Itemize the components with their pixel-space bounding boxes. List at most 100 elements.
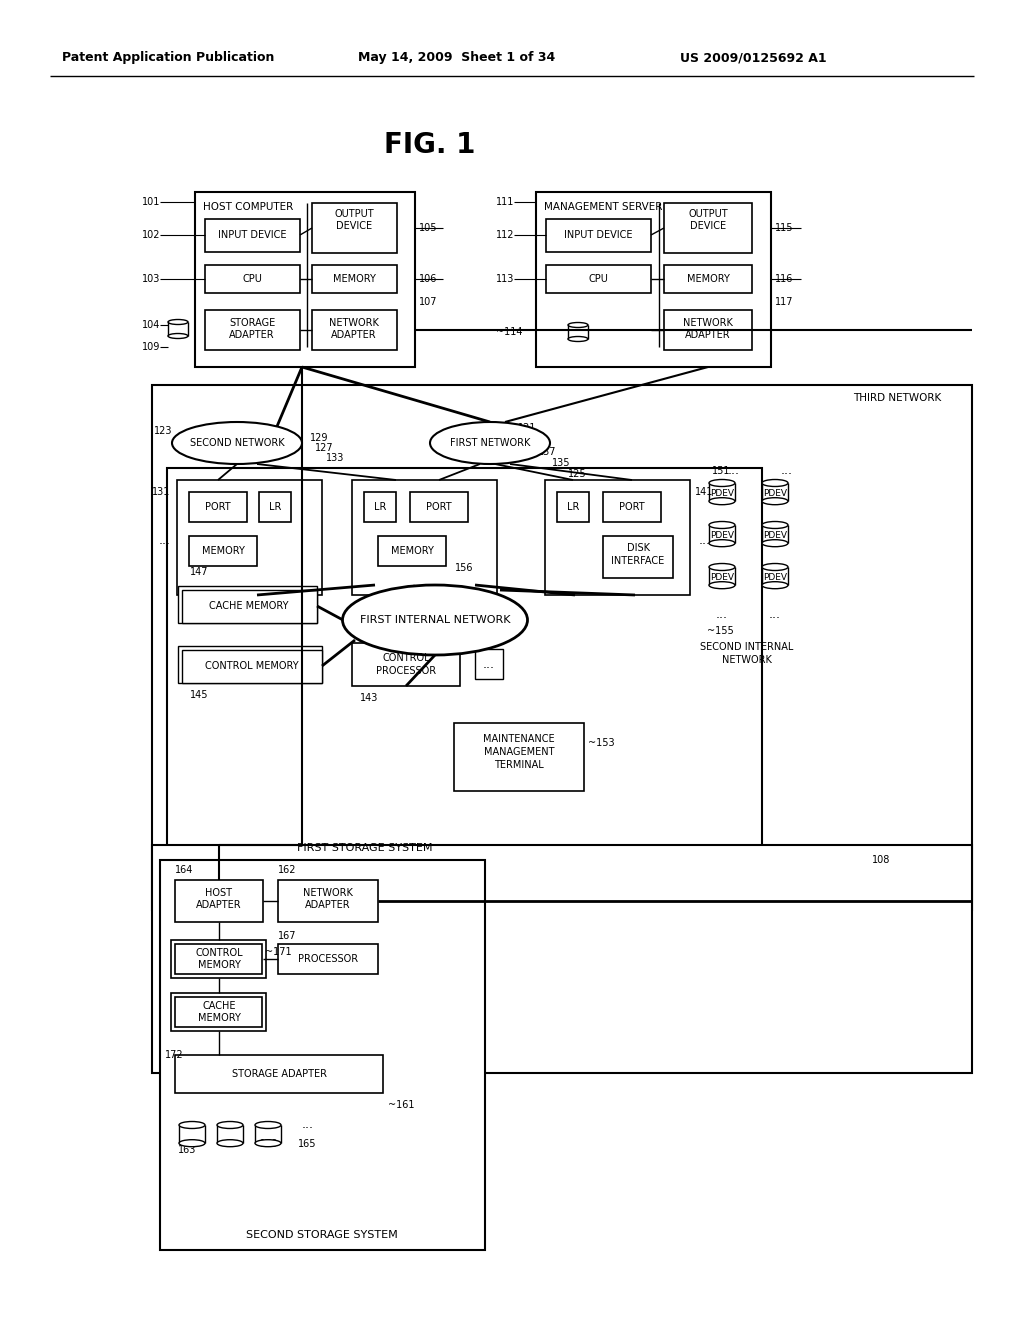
Text: 125: 125 — [568, 469, 587, 479]
Text: 139: 139 — [527, 436, 546, 445]
FancyBboxPatch shape — [312, 203, 397, 253]
Text: 162: 162 — [278, 865, 297, 875]
FancyBboxPatch shape — [160, 861, 485, 1250]
Text: 127: 127 — [315, 444, 334, 453]
FancyBboxPatch shape — [352, 643, 460, 686]
FancyBboxPatch shape — [603, 536, 673, 578]
Text: 147: 147 — [190, 568, 209, 577]
FancyBboxPatch shape — [352, 480, 497, 595]
Text: 104: 104 — [142, 319, 161, 330]
Text: 172: 172 — [165, 1049, 183, 1060]
Ellipse shape — [762, 479, 788, 487]
Text: FIG. 1: FIG. 1 — [384, 131, 476, 158]
FancyBboxPatch shape — [312, 310, 397, 350]
Text: 109: 109 — [142, 342, 161, 352]
FancyBboxPatch shape — [178, 586, 317, 623]
Ellipse shape — [255, 1139, 281, 1147]
Text: PDEV: PDEV — [763, 573, 787, 582]
Text: INTERFACE: INTERFACE — [611, 556, 665, 566]
Text: MAINTENANCE: MAINTENANCE — [483, 734, 555, 744]
FancyBboxPatch shape — [205, 310, 300, 350]
Text: ...: ... — [728, 465, 740, 478]
Text: CPU: CPU — [242, 275, 262, 284]
Text: 106: 106 — [419, 275, 437, 284]
Text: CPU: CPU — [588, 275, 608, 284]
Text: HOST COMPUTER: HOST COMPUTER — [203, 202, 293, 213]
Ellipse shape — [762, 564, 788, 570]
Ellipse shape — [255, 1122, 281, 1129]
FancyBboxPatch shape — [536, 191, 771, 367]
Ellipse shape — [342, 585, 527, 655]
FancyBboxPatch shape — [171, 993, 266, 1031]
Text: 135: 135 — [552, 458, 570, 469]
Text: MEMORY: MEMORY — [202, 546, 245, 556]
FancyBboxPatch shape — [475, 649, 503, 678]
Text: May 14, 2009  Sheet 1 of 34: May 14, 2009 Sheet 1 of 34 — [358, 51, 555, 65]
Text: 143: 143 — [360, 693, 379, 704]
Text: ...: ... — [699, 533, 711, 546]
FancyBboxPatch shape — [152, 845, 972, 1073]
FancyBboxPatch shape — [278, 880, 378, 921]
Text: FIRST INTERNAL NETWORK: FIRST INTERNAL NETWORK — [359, 615, 510, 624]
Text: 169: 169 — [260, 1139, 279, 1148]
Text: Patent Application Publication: Patent Application Publication — [62, 51, 274, 65]
FancyBboxPatch shape — [378, 536, 446, 566]
Text: ADAPTER: ADAPTER — [197, 900, 242, 909]
FancyBboxPatch shape — [177, 480, 322, 595]
Text: PDEV: PDEV — [763, 488, 787, 498]
Ellipse shape — [709, 540, 735, 546]
Ellipse shape — [430, 422, 550, 465]
Text: US 2009/0125692 A1: US 2009/0125692 A1 — [680, 51, 826, 65]
Text: 112: 112 — [496, 230, 514, 240]
Text: 141: 141 — [695, 487, 714, 498]
Text: FIRST STORAGE SYSTEM: FIRST STORAGE SYSTEM — [297, 843, 432, 853]
FancyBboxPatch shape — [189, 492, 247, 521]
Text: CACHE
MEMORY: CACHE MEMORY — [198, 1001, 241, 1023]
FancyBboxPatch shape — [167, 469, 762, 863]
Ellipse shape — [762, 498, 788, 504]
Text: NETWORK: NETWORK — [683, 318, 733, 327]
Text: CONTROL
MEMORY: CONTROL MEMORY — [196, 948, 243, 970]
FancyBboxPatch shape — [171, 940, 266, 978]
Text: ADAPTER: ADAPTER — [229, 330, 274, 341]
Text: 164: 164 — [175, 865, 194, 875]
Text: PORT: PORT — [205, 502, 230, 512]
Text: NETWORK: NETWORK — [329, 318, 379, 327]
FancyBboxPatch shape — [454, 723, 584, 791]
Text: 101: 101 — [142, 197, 161, 207]
FancyBboxPatch shape — [664, 265, 752, 293]
Text: 123: 123 — [154, 426, 172, 436]
Text: ADAPTER: ADAPTER — [305, 900, 351, 909]
Text: LR: LR — [269, 502, 282, 512]
FancyBboxPatch shape — [546, 219, 651, 252]
Ellipse shape — [709, 521, 735, 528]
Text: ...: ... — [769, 607, 781, 620]
Text: 167: 167 — [278, 931, 297, 941]
Text: LR: LR — [374, 502, 386, 512]
FancyBboxPatch shape — [557, 492, 589, 521]
Ellipse shape — [179, 1122, 205, 1129]
FancyBboxPatch shape — [546, 265, 651, 293]
Text: 145: 145 — [190, 690, 209, 700]
Text: PDEV: PDEV — [710, 488, 734, 498]
Text: CACHE MEMORY: CACHE MEMORY — [209, 601, 289, 611]
Ellipse shape — [709, 564, 735, 570]
Text: ...: ... — [159, 533, 171, 546]
Text: OUTPUT
DEVICE: OUTPUT DEVICE — [334, 209, 374, 231]
Text: ~161: ~161 — [388, 1100, 415, 1110]
Text: ADAPTER: ADAPTER — [685, 330, 731, 341]
Ellipse shape — [217, 1122, 243, 1129]
Ellipse shape — [762, 540, 788, 546]
Text: SECOND INTERNAL: SECOND INTERNAL — [700, 642, 794, 652]
Text: 103: 103 — [142, 275, 161, 284]
Text: OUTPUT
DEVICE: OUTPUT DEVICE — [688, 209, 728, 231]
Ellipse shape — [762, 582, 788, 589]
Text: HOST: HOST — [206, 888, 232, 898]
Text: ~153: ~153 — [588, 738, 614, 748]
Text: SECOND NETWORK: SECOND NETWORK — [189, 438, 285, 447]
Text: 121: 121 — [518, 422, 537, 433]
Text: SECOND STORAGE SYSTEM: SECOND STORAGE SYSTEM — [246, 1230, 398, 1239]
FancyBboxPatch shape — [205, 219, 300, 252]
Text: FIRST NETWORK: FIRST NETWORK — [450, 438, 530, 447]
Text: PDEV: PDEV — [763, 531, 787, 540]
